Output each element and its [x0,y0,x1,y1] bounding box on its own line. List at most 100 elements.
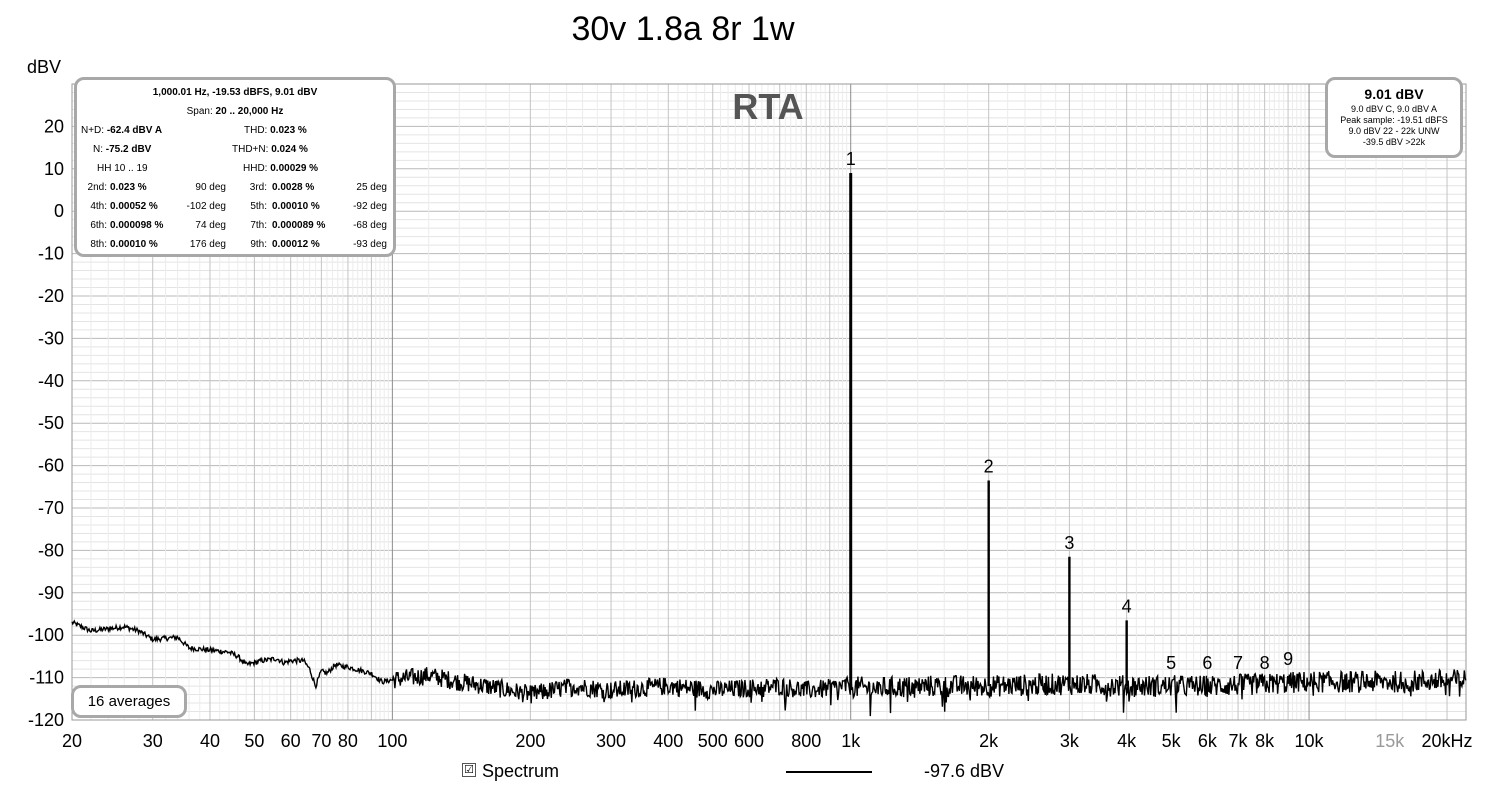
harmonic-cell: 6th: [90,220,107,231]
level-line: 9.0 dBV 22 - 22k UNW [1348,126,1440,136]
x-tick-label: 70 [311,731,331,751]
y-tick-label: 0 [54,201,64,221]
x-tick-label: 600 [734,731,764,751]
x-tick-label: 2k [979,731,999,751]
x-tick-label: 10k [1295,731,1325,751]
y-tick-label: -60 [38,456,64,476]
x-tick-label: 4k [1117,731,1137,751]
n-label: N: [93,144,103,155]
x-tick-label: 15k [1375,731,1405,751]
hhd-value: 0.00029 % [270,163,319,174]
harmonic-cell: 4th: [90,201,107,212]
distortion-stats-panel: 1,000.01 Hz, -19.53 dBFS, 9.01 dBV Span:… [74,77,396,257]
harmonic-cell: 7th: [250,220,267,231]
x-tick-label: 6k [1198,731,1218,751]
harmonic-cell: 0.00010 % [272,201,320,212]
stats-hhd: HHD: 0.00029 % [243,163,318,174]
n-value: -75.2 dBV [105,144,152,155]
harmonic-cell: 0.000098 % [110,220,164,231]
x-tick-label: 400 [653,731,683,751]
thdn-label: THD+N: [232,144,269,155]
nd-label: N+D: [81,125,105,136]
x-tick-label: 800 [791,731,821,751]
y-tick-label: 10 [44,159,64,179]
spectrum-checkbox[interactable]: ☑ [462,763,476,777]
y-tick-label: 20 [44,116,64,136]
y-tick-label: -50 [38,413,64,433]
level-line: -39.5 dBV >22k [1362,137,1426,147]
harmonic-cell: 0.000089 % [272,220,326,231]
x-tick-label: 200 [515,731,545,751]
span-value: 20 .. 20,000 Hz [215,106,284,117]
harmonic-cell: 25 deg [356,182,387,193]
legend-label-spectrum[interactable]: Spectrum [482,761,560,781]
y-tick-label: -70 [38,498,64,518]
harmonic-cell: 0.00052 % [110,201,158,212]
x-tick-label: 80 [338,731,358,751]
y-axis-unit: dBV [27,57,61,77]
harmonic-cell: -93 deg [353,239,387,250]
chart-title: 30v 1.8a 8r 1w [571,10,795,48]
x-tick-label: 20 [62,731,82,751]
x-tick-label: 7k [1229,731,1249,751]
span-label: Span: [186,106,213,117]
harmonic-cell: -92 deg [353,201,387,212]
harmonic-label: 5 [1166,653,1176,673]
y-tick-label: -10 [38,244,64,264]
harmonic-label: 3 [1064,533,1074,553]
harmonic-cell: -68 deg [353,220,387,231]
x-tick-label: 8k [1255,731,1275,751]
harmonic-label: 4 [1122,596,1132,616]
x-tick-label: 1k [841,731,861,751]
thdn-value: 0.024 % [271,144,308,155]
harmonic-cell: -102 deg [186,201,226,212]
stats-n: N: -75.2 dBV [93,144,151,155]
x-tick-label: 60 [281,731,301,751]
harmonic-label: 9 [1283,649,1293,669]
harmonic-cell: 0.00012 % [272,239,320,250]
x-tick-label: 300 [596,731,626,751]
harmonic-label: 1 [846,149,856,169]
thd-value: 0.023 % [270,125,307,136]
level-line: Peak sample: -19.51 dBFS [1340,115,1448,125]
harmonic-cell: 5th: [250,201,267,212]
harmonic-cell: 0.023 % [110,182,147,193]
x-tick-label: 500 [698,731,728,751]
y-tick-label: -20 [38,286,64,306]
x-tick-label: 3k [1060,731,1080,751]
x-tick-label: 50 [244,731,264,751]
legend: ☑ Spectrum -97.6 dBV [0,760,1500,788]
harmonic-label: 6 [1202,653,1212,673]
harmonic-cell: 0.00010 % [110,239,158,250]
level-panel: 9.01 dBV 9.0 dBV C, 9.0 dBV A Peak sampl… [1325,77,1463,158]
stats-thdn: THD+N: 0.024 % [232,144,308,155]
y-tick-label: -40 [38,371,64,391]
stats-header: 1,000.01 Hz, -19.53 dBFS, 9.01 dBV [152,87,318,98]
stats-nd: N+D: -62.4 dBV A [81,125,162,136]
harmonic-cell: 176 deg [189,239,226,250]
x-tick-label: 30 [143,731,163,751]
legend-line-swatch [786,771,872,773]
y-tick-label: -90 [38,583,64,603]
harmonic-cell: 2nd: [87,182,107,193]
harmonic-cell: 8th: [90,239,107,250]
stats-hh: HH 10 .. 19 [97,163,148,174]
thd-label: THD: [244,125,268,136]
harmonic-cell: 9th: [250,239,267,250]
y-tick-label: -120 [28,710,64,730]
harmonic-cell: 74 deg [195,220,226,231]
harmonic-cell: 3rd: [249,182,267,193]
spectrum-trace [71,619,1467,717]
averages-badge[interactable]: 16 averages [71,685,187,718]
x-tick-label: 40 [200,731,220,751]
chart-subtitle: RTA [732,86,803,127]
harmonic-label: 7 [1233,653,1243,673]
nd-value: -62.4 dBV A [106,125,163,136]
y-tick-label: -30 [38,328,64,348]
harmonic-label: 8 [1260,653,1270,673]
y-tick-label: -110 [29,668,64,688]
harmonic-label: 2 [984,456,994,476]
x-tick-label: 20kHz [1422,731,1473,751]
plot-frame [71,83,1467,721]
x-tick-label: 100 [377,731,407,751]
